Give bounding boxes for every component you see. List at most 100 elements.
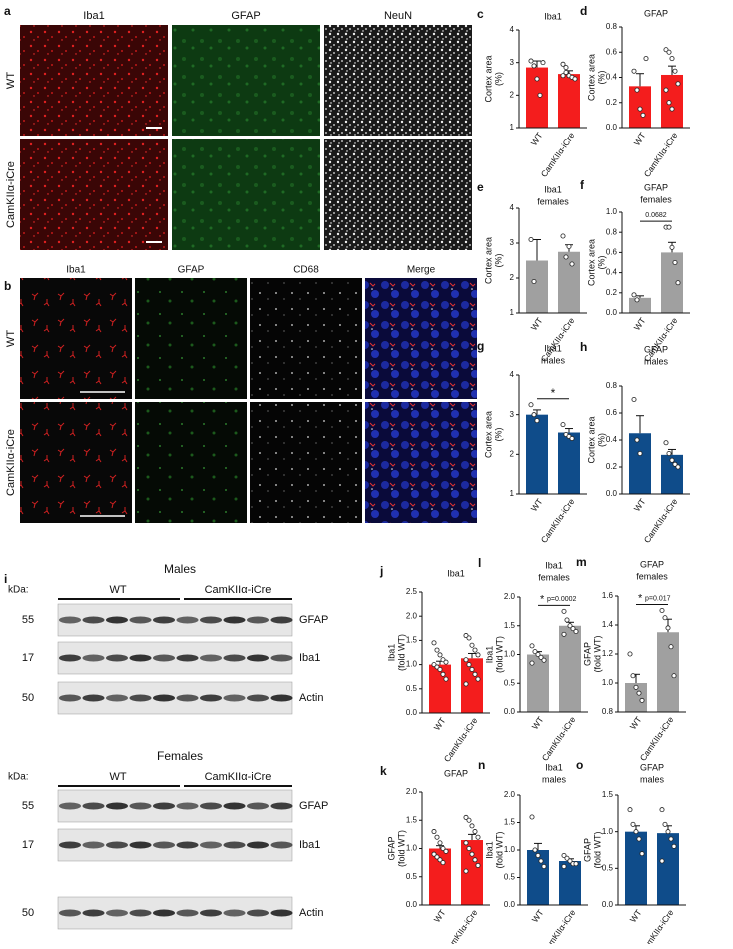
data-point bbox=[640, 112, 646, 118]
y-tick-label: 1.0 bbox=[406, 660, 418, 669]
blot-band bbox=[200, 802, 222, 810]
y-axis-label: (fold WT) bbox=[592, 635, 602, 672]
data-point bbox=[643, 56, 649, 62]
data-point bbox=[671, 673, 677, 679]
group-label: WT bbox=[109, 584, 126, 596]
data-point bbox=[472, 671, 478, 677]
data-point bbox=[569, 435, 575, 441]
x-tick-label: WT bbox=[632, 497, 648, 514]
panel-label: k bbox=[380, 764, 387, 778]
protein-label: Iba1 bbox=[299, 652, 320, 664]
blot-band bbox=[153, 694, 175, 702]
blot-band bbox=[270, 909, 293, 917]
y-tick-label: 1.5 bbox=[602, 790, 614, 799]
blot-band bbox=[270, 841, 293, 849]
y-tick-label: 2.0 bbox=[504, 592, 516, 601]
chart-subtitle: males bbox=[541, 355, 566, 365]
y-tick-label: 0.0 bbox=[504, 900, 516, 909]
blot-band bbox=[153, 616, 175, 624]
row-label: CamKIIα-iCre bbox=[5, 429, 17, 496]
x-tick-label: WT bbox=[632, 316, 648, 333]
data-point bbox=[672, 461, 678, 467]
y-tick-label: 0.5 bbox=[504, 873, 516, 882]
panel-label: c bbox=[477, 7, 484, 21]
bar bbox=[527, 654, 549, 712]
chart-subtitle: females bbox=[538, 572, 570, 582]
y-axis-label: Cortex area bbox=[483, 237, 493, 284]
data-point bbox=[538, 858, 544, 864]
y-axis-label: (%) bbox=[596, 71, 606, 85]
blot-band bbox=[200, 654, 222, 662]
data-point bbox=[437, 666, 443, 672]
micrograph bbox=[324, 25, 472, 136]
data-point bbox=[573, 629, 579, 635]
bar bbox=[657, 632, 679, 712]
panel-label: a bbox=[4, 4, 11, 18]
data-point bbox=[541, 657, 547, 663]
data-point bbox=[675, 81, 681, 87]
y-tick-label: 1 bbox=[510, 308, 515, 317]
row-label: WT bbox=[5, 72, 17, 89]
data-point bbox=[431, 640, 437, 646]
chart-title: Iba1 bbox=[545, 560, 563, 570]
y-tick-label: 1.4 bbox=[602, 620, 614, 629]
blot-band bbox=[59, 694, 81, 702]
y-axis-label: (fold WT) bbox=[494, 636, 504, 673]
y-tick-label: 0.2 bbox=[606, 288, 618, 297]
y-axis-label: GFAP bbox=[582, 838, 592, 862]
y-tick-label: 4 bbox=[510, 370, 515, 379]
data-point bbox=[531, 63, 537, 69]
y-axis-label: Iba1 bbox=[484, 841, 494, 859]
column-label: GFAP bbox=[178, 265, 205, 276]
bar bbox=[559, 625, 581, 712]
bar bbox=[558, 74, 580, 128]
data-point bbox=[528, 58, 534, 64]
data-point bbox=[633, 684, 639, 690]
blot-band bbox=[129, 909, 152, 917]
y-tick-label: 1.0 bbox=[504, 845, 516, 854]
data-point bbox=[532, 847, 538, 853]
annotation: p=0.0002 bbox=[547, 596, 576, 603]
panel-label: h bbox=[580, 340, 587, 354]
chart-title: GFAP bbox=[644, 182, 668, 192]
chart-title: GFAP bbox=[640, 762, 664, 772]
data-point bbox=[469, 666, 475, 672]
y-tick-label: 0.8 bbox=[606, 381, 618, 390]
bar bbox=[461, 658, 483, 713]
data-point bbox=[463, 868, 469, 874]
blot-band bbox=[270, 802, 293, 810]
protein-label: Iba1 bbox=[299, 839, 320, 851]
data-point bbox=[639, 697, 645, 703]
y-tick-label: 0.0 bbox=[606, 489, 618, 498]
micrograph bbox=[20, 25, 168, 136]
x-tick-label: WT bbox=[432, 908, 448, 925]
chart-subtitle: females bbox=[636, 571, 668, 581]
data-point bbox=[443, 676, 449, 682]
bar bbox=[661, 252, 683, 313]
blot-band bbox=[106, 909, 128, 917]
panel-label: b bbox=[4, 279, 11, 293]
data-point bbox=[531, 278, 537, 284]
data-point bbox=[531, 412, 537, 418]
data-point bbox=[672, 259, 678, 265]
y-axis-label: Iba1 bbox=[484, 646, 494, 664]
data-point bbox=[636, 836, 642, 842]
y-tick-label: 0.5 bbox=[406, 872, 418, 881]
data-point bbox=[563, 69, 569, 75]
data-point bbox=[665, 829, 671, 835]
data-point bbox=[534, 418, 540, 424]
x-tick-label: CamKIIα-iCre bbox=[642, 130, 680, 178]
data-point bbox=[469, 823, 475, 829]
y-tick-label: 0.4 bbox=[606, 73, 618, 82]
x-tick-label: WT bbox=[530, 908, 546, 925]
x-tick-label: WT bbox=[632, 131, 648, 148]
data-point bbox=[560, 73, 566, 79]
y-tick-label: 2.0 bbox=[406, 787, 418, 796]
protein-label: Actin bbox=[299, 907, 323, 919]
data-point bbox=[669, 244, 675, 250]
data-point bbox=[538, 654, 544, 660]
y-tick-label: 0.8 bbox=[602, 707, 614, 716]
axis bbox=[421, 792, 490, 906]
x-tick-label: CamKIIα-iCre bbox=[539, 130, 577, 178]
y-tick-label: 0.0 bbox=[602, 900, 614, 909]
